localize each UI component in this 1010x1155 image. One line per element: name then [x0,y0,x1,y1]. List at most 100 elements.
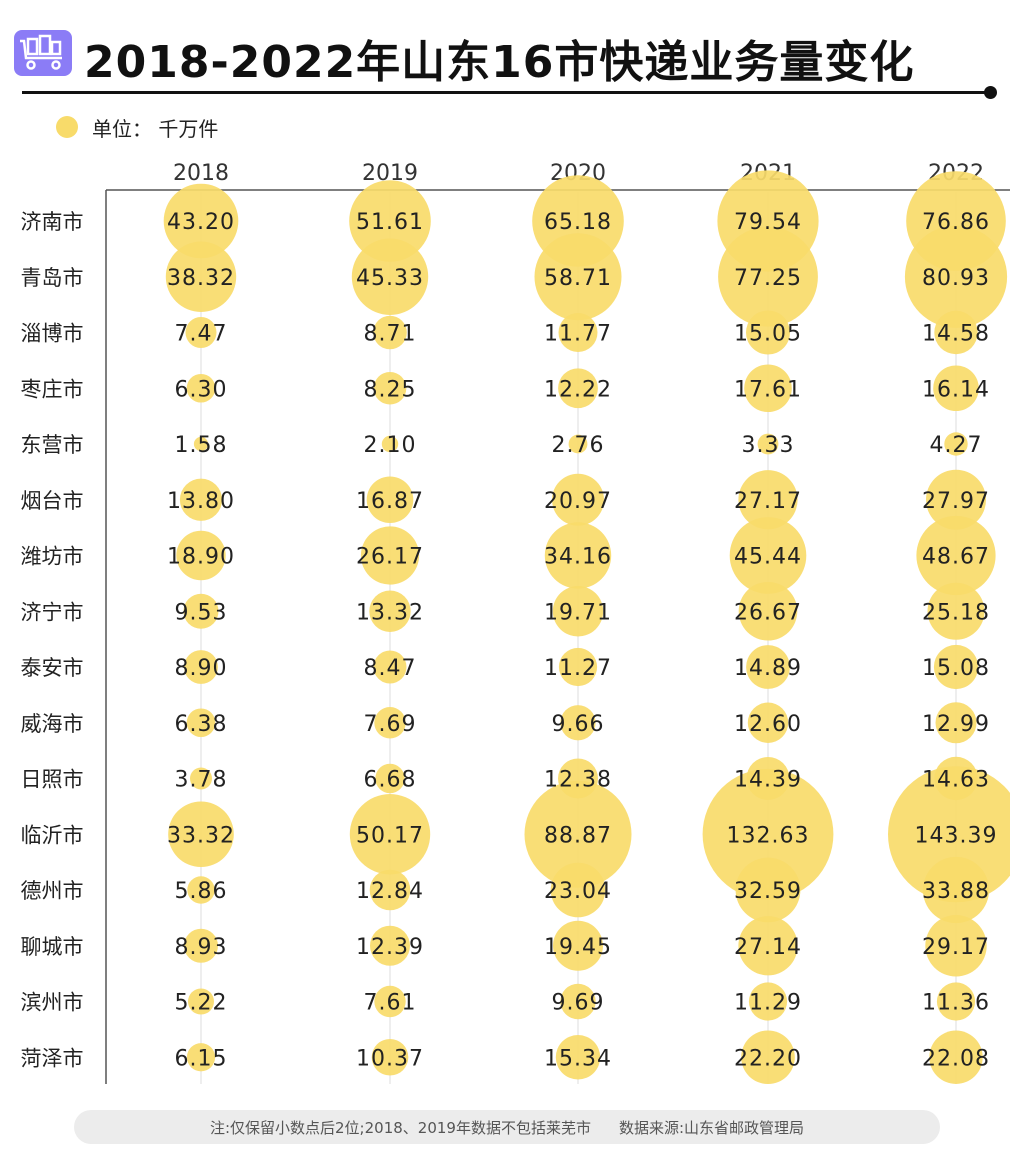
value-label: 2.76 [552,433,605,458]
bubble [929,1030,983,1084]
delivery-cart-icon [14,30,72,76]
bubble [944,432,968,456]
value-label: 15.34 [544,1046,612,1071]
city-label: 潍坊市 [21,545,84,569]
value-label: 14.89 [734,656,802,681]
value-label: 14.63 [922,768,990,793]
value-label: 33.32 [167,823,235,848]
bubble [550,862,606,918]
bubble [553,920,603,971]
value-label: 23.04 [544,879,612,904]
bubble [568,434,588,454]
value-label: 77.25 [734,266,802,291]
bubble [163,183,239,259]
bubble [735,857,801,923]
value-label: 11.36 [922,991,990,1016]
value-label: 12.39 [356,935,424,960]
bubble [176,530,226,581]
bubble [746,645,790,689]
value-label: 33.88 [922,879,990,904]
value-label: 10.37 [356,1046,424,1071]
value-label: 4.27 [930,433,983,458]
bubble [922,856,990,924]
value-label: 76.86 [922,210,990,235]
value-label: 45.44 [734,545,802,570]
bubble [738,470,798,530]
value-label: 26.17 [356,545,424,570]
value-label: 27.97 [922,489,990,514]
bubble [558,313,598,352]
value-label: 6.15 [175,1046,228,1071]
bubble [349,180,431,262]
bubble [560,705,596,741]
bubble [534,233,622,321]
bubble [552,586,604,637]
value-label: 11.29 [734,991,802,1016]
bubble [360,526,420,585]
city-label: 青岛市 [21,266,84,290]
bubble [933,365,979,412]
bubble [927,582,985,640]
value-label: 12.60 [734,712,802,737]
year-label: 2018 [173,161,229,186]
footnote-note: 注:仅保留小数点后2位;2018、2019年数据不包括莱芜市 [209,1118,591,1137]
bubble [165,241,237,312]
value-label: 8.25 [364,377,417,402]
city-label: 烟台市 [21,489,84,513]
value-label: 8.71 [364,322,417,347]
value-label: 38.32 [167,266,235,291]
value-label: 88.87 [544,823,612,848]
legend-unit-label: 单位： 千万件 [92,116,219,141]
bubble [374,985,406,1018]
bubble [933,644,979,690]
bubble [190,767,212,790]
bubble [744,364,792,413]
value-label: 12.38 [544,768,612,793]
city-label: 枣庄市 [21,377,84,401]
bubble [375,763,405,794]
bubble [183,593,219,629]
bubble [555,1035,601,1080]
value-label: 12.22 [544,377,612,402]
value-label: 7.61 [364,991,417,1016]
bubble [179,478,223,521]
value-label: 5.86 [175,879,228,904]
bubble [184,650,218,684]
bubble [702,768,834,900]
bubble [188,988,214,1015]
city-label: 德州市 [21,879,84,903]
city-label: 菏泽市 [21,1046,84,1070]
value-label: 15.08 [922,656,990,681]
value-label: 7.69 [364,712,417,737]
bubble [729,517,807,594]
value-label: 51.61 [356,210,424,235]
value-label: 18.90 [167,545,235,570]
title-divider-end-dot [984,86,997,99]
city-label: 济宁市 [21,600,84,624]
value-label: 143.39 [915,823,998,848]
bubble [373,315,407,350]
bubble [558,368,598,409]
value-label: 26.67 [734,600,802,625]
bubble [186,708,216,738]
value-label: 1.58 [175,433,228,458]
city-label: 济南市 [21,210,84,234]
value-label: 3.33 [742,433,795,458]
bubble [560,983,596,1020]
city-label: 日照市 [21,768,84,792]
bubble [558,647,598,687]
value-label: 65.18 [544,210,612,235]
value-label: 9.66 [552,712,605,737]
value-label: 132.63 [727,823,810,848]
value-label: 34.16 [544,545,612,570]
bubble [351,238,429,315]
value-label: 8.47 [364,656,417,681]
value-label: 15.05 [734,322,802,347]
value-label: 45.33 [356,266,424,291]
bubble [925,915,987,977]
value-label: 6.68 [364,768,417,793]
value-label: 11.27 [544,656,612,681]
city-label: 东营市 [21,433,84,457]
bubble [738,916,798,976]
value-label: 79.54 [734,210,802,235]
